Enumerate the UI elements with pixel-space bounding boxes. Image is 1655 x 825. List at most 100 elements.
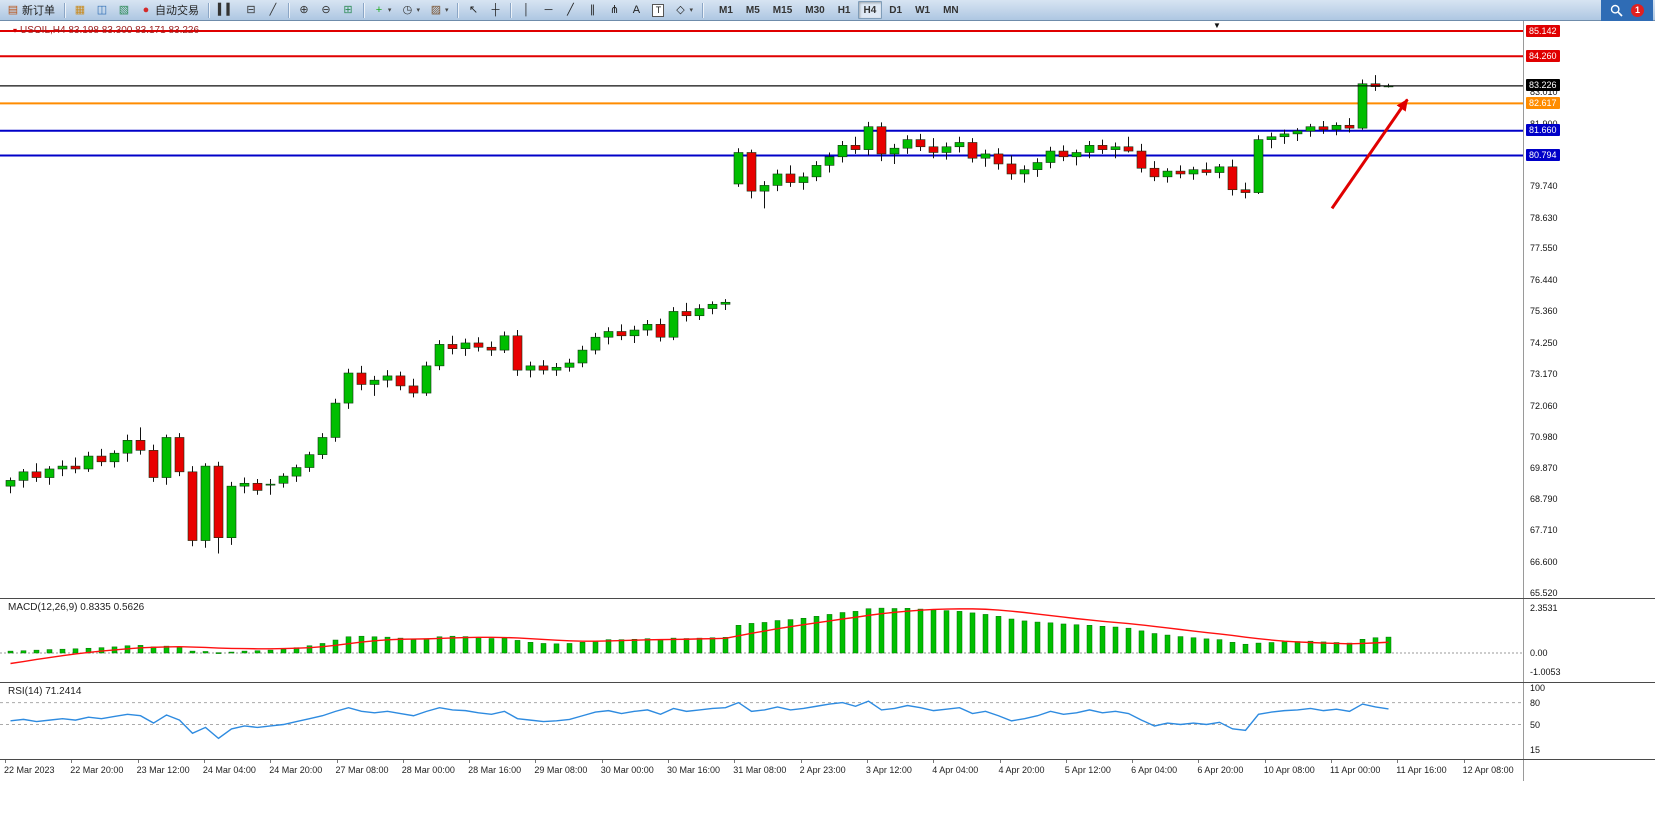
auto-trading-button[interactable]: ● 自动交易 [135,0,204,20]
trend-arrow-annotation[interactable] [1330,98,1409,210]
template-icon: ▨ [430,3,442,16]
trendline-button[interactable]: ╱ [559,0,581,20]
timeframe-mn-button[interactable]: MN [943,4,959,16]
time-axis-label: 28 Mar 00:00 [401,765,455,775]
price-chart-panel[interactable]: ▾ USOIL,H4 83.198 83.300 83.171 83.226 ▼ [0,21,1655,598]
time-axis-tick [933,760,935,763]
time-axis-label: 12 Apr 08:00 [1462,765,1514,775]
panel-splitter[interactable] [0,598,1655,599]
time-axis-tick [270,760,272,763]
timeframe-w1-button[interactable]: W1 [915,4,931,16]
price-scale[interactable]: 83.010 81.900 79.740 78.630 77.550 76.440 75.3… [1523,21,1655,781]
time-axis-label: 22 Mar 2023 [4,765,55,775]
chevron-down-icon: ▾ [387,7,392,14]
timeframe-m1-button[interactable]: M1 [718,4,733,16]
time-axis-label: 2 Apr 23:00 [799,765,846,775]
clock-icon: ◷ [402,3,413,16]
price-scale-label: 70.980 [1530,431,1558,442]
navigator-button[interactable]: ▧ [113,0,135,20]
time-axis-tick [402,760,404,763]
cursor-button[interactable]: ↖ [462,0,484,20]
toolbar-separator [287,2,289,18]
time-axis-tick [1132,760,1134,763]
indicators-button[interactable]: + ▾ [368,0,397,20]
toolbar-right-section: 1 [1601,0,1653,21]
time-axis-tick [1331,760,1332,763]
price-scale-label: 65.520 [1530,587,1558,598]
panel-splitter[interactable] [0,759,1655,760]
templates-button[interactable]: ▨ ▾ [425,0,454,20]
time-axis-label: 24 Mar 20:00 [269,765,323,775]
chart-candles-button[interactable]: ⊟ [240,0,262,20]
time-axis[interactable]: 22 Mar 2023 22 Mar 20:00 23 Mar 12:00 24 Ma… [0,760,1655,782]
macd-scale-label: 2.3531 [1530,603,1558,614]
notification-badge[interactable]: 1 [1631,3,1644,17]
bar-chart-icon: ▍▍ [218,3,235,16]
vertical-line-icon: │ [523,3,530,16]
zoom-in-button[interactable]: ⊕ [293,0,315,20]
time-axis-tick [1397,760,1399,763]
new-order-button[interactable]: ▤ 新订单 [2,0,60,20]
chart-bars-button[interactable]: ▍▍ [213,0,240,20]
horizontal-line-button[interactable]: ─ [537,0,559,20]
new-order-button-label: 新订单 [22,5,55,17]
rsi-panel[interactable]: RSI(14) 71.2414 [0,683,1655,759]
timeframe-d1-button[interactable]: D1 [889,4,903,16]
chart-line-button[interactable]: ╱ [262,0,284,20]
toolbar-separator [208,2,209,18]
toolbar-separator [510,2,512,18]
horizontal-price-lines[interactable] [0,30,1523,157]
time-axis-label: 5 Apr 12:00 [1064,765,1111,775]
market-watch-button[interactable]: ▦ [69,0,91,20]
crosshair-icon: ┼ [491,3,500,16]
chart-ohlc-text: USOIL,H4 83.198 83.300 83.171 83.226 [20,25,200,36]
time-axis-label: 23 Mar 12:00 [136,765,190,775]
timeframe-m5-button[interactable]: M5 [745,4,760,16]
rsi-scale-label: 50 [1530,719,1541,730]
time-axis-label: 30 Mar 00:00 [600,765,654,775]
rsi-indicator-label: RSI(14) 71.2414 [8,686,82,697]
text-button[interactable]: A [625,0,647,20]
indicators-add-icon: + [375,3,383,16]
timeframe-h4-button[interactable]: H4 [857,1,883,19]
data-window-button[interactable]: ◫ [91,0,113,20]
toolbar-separator [64,2,65,18]
trendline-icon: ╱ [567,3,574,16]
fibonacci-button[interactable]: ⋔ [603,0,625,20]
chart-canvas[interactable] [0,21,1655,598]
navigator-icon: ▧ [118,3,130,16]
time-axis-label: 31 Mar 08:00 [733,765,787,775]
rsi-line [10,700,1389,740]
chart-shift-marker-icon[interactable]: ▼ [1213,21,1221,30]
zoom-out-icon: ⊖ [321,3,331,16]
price-line-label: 80.794 [1526,149,1560,162]
macd-histogram [7,607,1392,654]
time-axis-tick [866,760,868,763]
timeframe-m15-button[interactable]: M15 [772,4,793,16]
time-axis-label: 28 Mar 16:00 [468,765,522,775]
label-button[interactable]: T [647,0,669,20]
panel-splitter[interactable] [0,682,1655,683]
price-line-label: 85.142 [1526,24,1560,37]
tile-windows-icon: ⊞ [343,3,353,16]
periods-button[interactable]: ◷ ▾ [396,0,425,20]
macd-panel[interactable]: MACD(12,26,9) 0.8335 0.5626 [0,599,1655,682]
channel-button[interactable]: ∥ [581,0,603,20]
time-axis-tick [999,760,1001,763]
vertical-line-button[interactable]: │ [515,0,537,20]
auto-trading-icon: ● [142,3,150,16]
cursor-icon: ↖ [468,3,479,16]
crosshair-button[interactable]: ┼ [484,0,506,20]
search-icon[interactable] [1610,4,1623,17]
timeframe-h1-button[interactable]: H1 [837,4,851,16]
shapes-button[interactable]: ◇ ▾ [669,0,698,20]
time-axis-label: 10 Apr 08:00 [1263,765,1315,775]
fibonacci-icon: ⋔ [609,3,620,16]
toolbar-separator [701,2,703,18]
zoom-out-button[interactable]: ⊖ [315,0,337,20]
timeframe-m30-button[interactable]: M30 [805,4,825,16]
tile-windows-button[interactable]: ⊞ [337,0,359,20]
macd-canvas [0,607,1523,665]
price-scale-label: 68.790 [1530,494,1558,505]
auto-trading-button-label: 自动交易 [155,5,199,17]
